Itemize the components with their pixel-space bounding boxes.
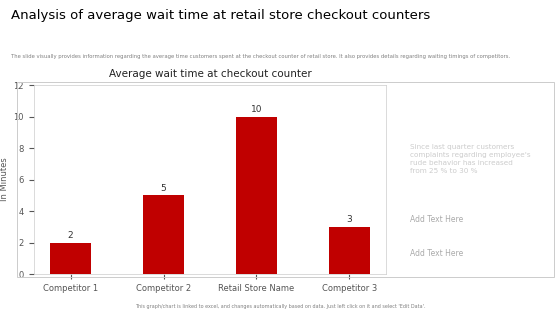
Text: The slide visually provides information regarding the average time customers spe: The slide visually provides information …	[11, 54, 510, 59]
Bar	[50, 243, 91, 274]
Y-axis label: In Minutes: In Minutes	[0, 158, 9, 201]
Bar	[236, 117, 277, 274]
Text: 3: 3	[347, 215, 352, 224]
Text: 10: 10	[251, 105, 262, 114]
Text: 5: 5	[161, 184, 166, 193]
Bar	[329, 227, 370, 274]
Text: Add Text Here: Add Text Here	[410, 215, 463, 225]
Title: Average wait time at checkout counter: Average wait time at checkout counter	[109, 69, 311, 79]
Text: 2: 2	[68, 231, 73, 240]
Bar	[143, 195, 184, 274]
Text: Since last quarter customers
complaints regarding employee's
rude behavior has i: Since last quarter customers complaints …	[410, 144, 531, 174]
Text: ▤: ▤	[410, 95, 423, 109]
Text: Add Text Here: Add Text Here	[410, 249, 463, 259]
Text: This graph/chart is linked to excel, and changes automatically based on data. Ju: This graph/chart is linked to excel, and…	[135, 304, 425, 309]
Text: Analysis of average wait time at retail store checkout counters: Analysis of average wait time at retail …	[11, 9, 431, 22]
Text: Comments: Comments	[410, 121, 473, 131]
